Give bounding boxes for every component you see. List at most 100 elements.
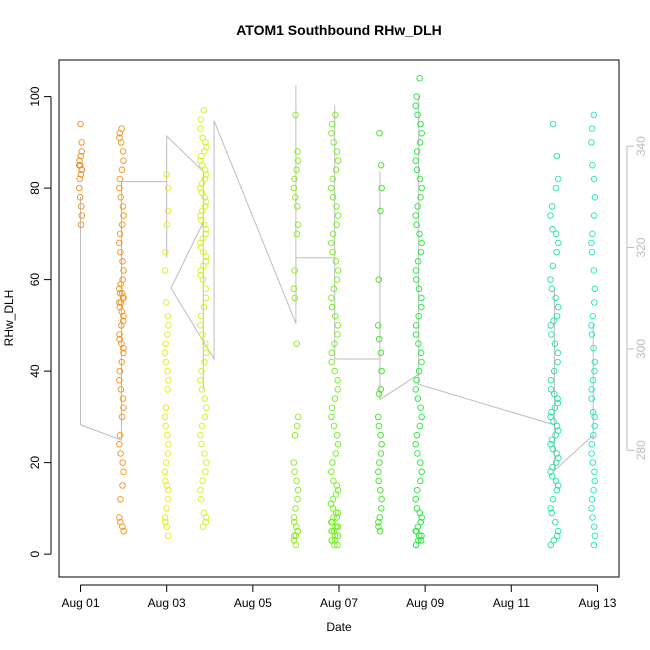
- data-point: [590, 212, 598, 219]
- data-point: [329, 194, 337, 201]
- data-point: [414, 486, 421, 494]
- data-point: [328, 527, 336, 535]
- data-point: [202, 285, 209, 293]
- x-tick-label: Aug 05: [234, 596, 272, 610]
- data-point: [418, 184, 425, 192]
- data-point: [417, 349, 425, 357]
- data-point: [378, 184, 385, 192]
- data-point: [377, 450, 385, 457]
- data-point: [329, 230, 337, 238]
- data-point: [377, 349, 385, 357]
- data-point: [118, 166, 126, 174]
- data-point: [163, 482, 171, 489]
- data-point: [588, 495, 596, 503]
- data-point: [333, 148, 341, 155]
- data-point: [331, 537, 338, 544]
- data-point: [591, 299, 598, 306]
- data-point: [329, 495, 337, 503]
- data-point: [201, 166, 209, 174]
- data-point: [78, 212, 86, 219]
- y-tick-label: 80: [28, 181, 42, 195]
- data-point: [197, 312, 205, 320]
- data-point: [550, 367, 558, 375]
- data-point: [290, 285, 298, 293]
- data-point: [77, 152, 84, 160]
- data-point: [418, 303, 425, 311]
- data-point: [334, 157, 342, 164]
- data-point: [116, 285, 123, 293]
- y-tick-label: 100: [28, 86, 42, 106]
- data-point: [201, 175, 208, 183]
- data-point: [162, 477, 169, 485]
- data-point: [199, 331, 206, 338]
- data-point: [291, 175, 298, 183]
- data-point: [294, 221, 302, 228]
- data-point: [375, 422, 383, 430]
- data-point: [197, 431, 204, 439]
- data-point: [202, 514, 210, 521]
- data-point: [334, 441, 342, 448]
- data-point: [554, 527, 562, 535]
- data-point: [549, 445, 557, 453]
- data-point: [552, 518, 559, 526]
- data-point: [591, 413, 598, 421]
- points-layer: [76, 75, 599, 549]
- data-point: [412, 386, 420, 393]
- data-point: [162, 358, 170, 366]
- data-point: [554, 532, 561, 540]
- data-point: [200, 107, 207, 114]
- data-point: [293, 230, 301, 238]
- data-point: [197, 184, 204, 192]
- right-tick-label: 320: [634, 237, 648, 257]
- data-point: [548, 203, 556, 210]
- data-point: [590, 111, 598, 119]
- data-point: [554, 482, 562, 489]
- data-point: [588, 125, 596, 132]
- data-point: [589, 230, 596, 238]
- data-point: [549, 495, 557, 503]
- data-point: [117, 248, 124, 256]
- data-point: [202, 468, 209, 476]
- data-point: [591, 422, 598, 430]
- data-point: [413, 221, 420, 228]
- data-point: [117, 495, 124, 503]
- x-tick-label: Aug 01: [62, 596, 100, 610]
- data-point: [198, 161, 206, 169]
- plot-frame: [58, 59, 620, 578]
- data-point: [329, 459, 336, 466]
- data-point: [77, 161, 84, 169]
- data-point: [116, 377, 123, 384]
- data-point: [417, 194, 424, 201]
- data-point: [328, 349, 335, 357]
- data-point: [417, 459, 424, 466]
- data-point: [413, 93, 420, 100]
- data-point: [333, 276, 341, 283]
- data-point: [328, 537, 335, 544]
- data-point: [292, 523, 300, 530]
- data-point: [547, 322, 554, 329]
- data-point: [375, 477, 382, 485]
- data-point: [417, 537, 425, 544]
- data-point: [120, 312, 127, 320]
- data-point: [413, 527, 420, 535]
- data-point: [334, 532, 341, 540]
- data-point: [333, 514, 341, 521]
- data-point: [412, 212, 419, 219]
- data-point: [549, 226, 556, 233]
- right-tick-label: 340: [634, 136, 648, 156]
- data-point: [77, 221, 85, 228]
- data-point: [552, 459, 560, 466]
- data-point: [117, 280, 124, 288]
- data-point: [415, 367, 423, 375]
- data-point: [78, 166, 86, 174]
- data-point: [548, 509, 555, 517]
- data-point: [331, 532, 339, 540]
- data-point: [328, 129, 335, 137]
- data-point: [412, 495, 419, 503]
- data-point: [161, 413, 169, 421]
- data-point: [375, 468, 382, 476]
- data-point: [116, 514, 123, 521]
- x-axis-title: Date: [326, 620, 352, 634]
- axes-layer: Aug 01 Aug 03 Aug 05 Aug 07 Aug 09 Aug 11 Aug …: [28, 86, 648, 610]
- data-point: [334, 377, 341, 384]
